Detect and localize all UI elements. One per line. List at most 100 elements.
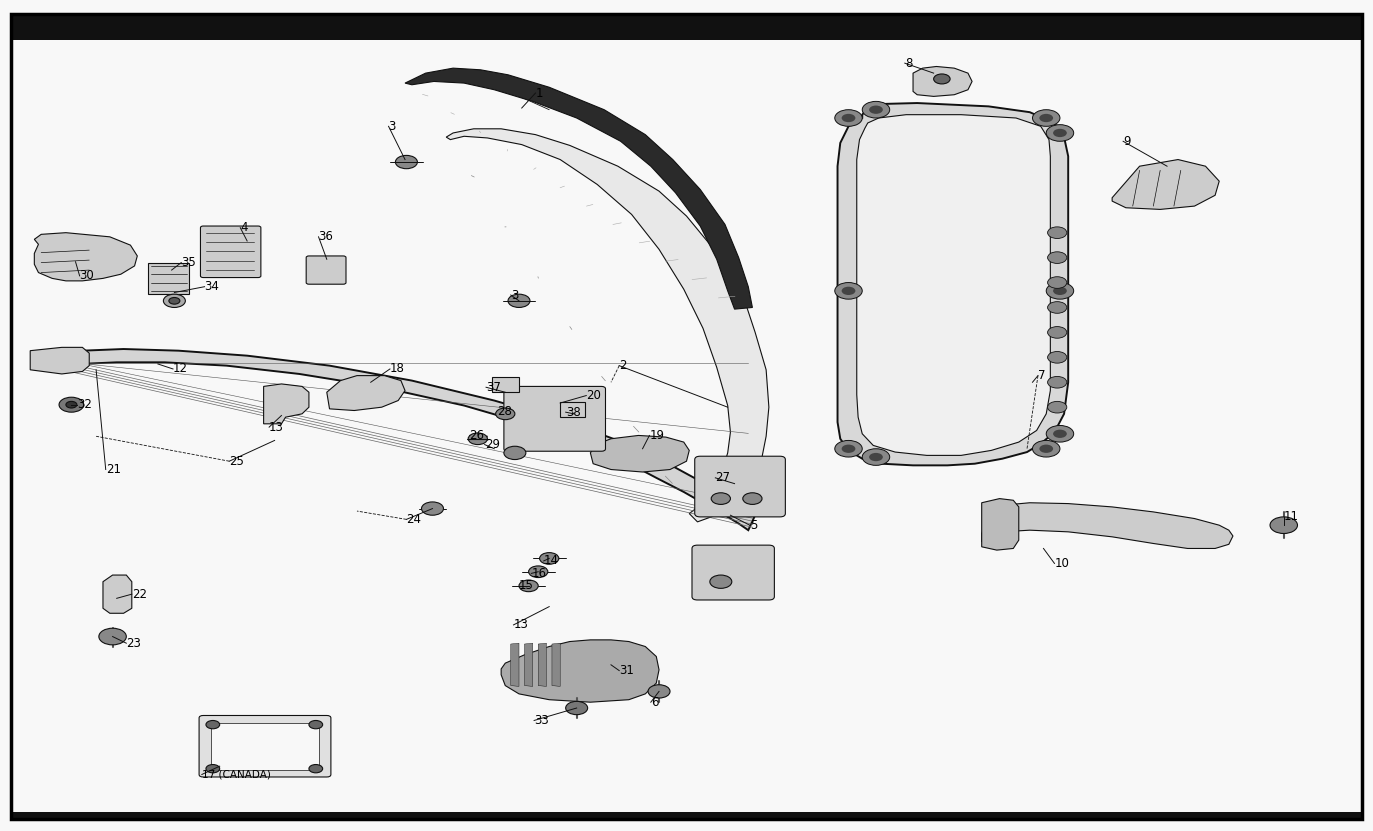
Text: 23: 23 bbox=[126, 637, 141, 650]
Bar bbox=[11, 14, 1362, 40]
Circle shape bbox=[1048, 352, 1067, 363]
Circle shape bbox=[309, 765, 323, 773]
FancyBboxPatch shape bbox=[306, 256, 346, 284]
Circle shape bbox=[711, 493, 730, 504]
Polygon shape bbox=[552, 643, 560, 686]
Circle shape bbox=[422, 502, 443, 515]
Polygon shape bbox=[982, 503, 1233, 548]
Text: 13: 13 bbox=[514, 618, 529, 632]
Text: 25: 25 bbox=[229, 455, 244, 468]
Circle shape bbox=[743, 493, 762, 504]
Circle shape bbox=[566, 701, 588, 715]
Text: 24: 24 bbox=[406, 513, 422, 526]
FancyBboxPatch shape bbox=[504, 386, 605, 451]
Polygon shape bbox=[405, 68, 752, 309]
Circle shape bbox=[710, 575, 732, 588]
Polygon shape bbox=[446, 129, 769, 522]
Circle shape bbox=[309, 720, 323, 729]
Text: 35: 35 bbox=[181, 256, 196, 269]
Text: 4: 4 bbox=[240, 221, 247, 234]
Text: 18: 18 bbox=[390, 362, 405, 376]
Circle shape bbox=[869, 106, 883, 114]
Text: 30: 30 bbox=[80, 269, 95, 283]
Circle shape bbox=[540, 553, 559, 564]
Circle shape bbox=[1032, 440, 1060, 457]
Circle shape bbox=[842, 287, 855, 295]
Text: 27: 27 bbox=[715, 471, 730, 484]
Text: 37: 37 bbox=[486, 381, 501, 394]
Text: 20: 20 bbox=[586, 389, 601, 402]
Polygon shape bbox=[501, 640, 659, 702]
Circle shape bbox=[862, 101, 890, 118]
Polygon shape bbox=[590, 435, 689, 472]
Circle shape bbox=[1046, 125, 1074, 141]
Circle shape bbox=[1270, 517, 1297, 534]
Circle shape bbox=[842, 114, 855, 122]
Text: 3: 3 bbox=[389, 120, 395, 133]
Circle shape bbox=[163, 294, 185, 307]
Bar bbox=[11, 812, 1362, 819]
Text: 21: 21 bbox=[106, 463, 121, 476]
FancyBboxPatch shape bbox=[695, 456, 785, 517]
Circle shape bbox=[1046, 283, 1074, 299]
Circle shape bbox=[66, 401, 77, 408]
Circle shape bbox=[835, 440, 862, 457]
Bar bbox=[492, 377, 519, 392]
Text: 5: 5 bbox=[750, 519, 757, 532]
Circle shape bbox=[468, 433, 487, 445]
Circle shape bbox=[206, 720, 220, 729]
Circle shape bbox=[519, 580, 538, 592]
Text: 14: 14 bbox=[544, 554, 559, 568]
Circle shape bbox=[1048, 302, 1067, 313]
Circle shape bbox=[1048, 227, 1067, 238]
Text: 13: 13 bbox=[269, 420, 284, 434]
Circle shape bbox=[835, 283, 862, 299]
Circle shape bbox=[169, 297, 180, 304]
Text: 6: 6 bbox=[651, 696, 658, 709]
Text: 22: 22 bbox=[132, 588, 147, 601]
Circle shape bbox=[1046, 425, 1074, 442]
Circle shape bbox=[1048, 327, 1067, 338]
Polygon shape bbox=[34, 233, 137, 281]
Text: 8: 8 bbox=[905, 57, 912, 70]
Text: 29: 29 bbox=[485, 438, 500, 451]
Circle shape bbox=[1039, 445, 1053, 453]
Polygon shape bbox=[264, 384, 309, 424]
Circle shape bbox=[508, 294, 530, 307]
Circle shape bbox=[1032, 110, 1060, 126]
Circle shape bbox=[934, 74, 950, 84]
Bar bbox=[211, 723, 319, 770]
Text: 3: 3 bbox=[511, 288, 518, 302]
Circle shape bbox=[1053, 430, 1067, 438]
Text: 38: 38 bbox=[566, 406, 581, 419]
Circle shape bbox=[862, 449, 890, 465]
Text: 32: 32 bbox=[77, 398, 92, 411]
Polygon shape bbox=[33, 349, 755, 530]
Text: 10: 10 bbox=[1054, 557, 1070, 570]
Circle shape bbox=[206, 765, 220, 773]
Circle shape bbox=[59, 397, 84, 412]
FancyBboxPatch shape bbox=[200, 226, 261, 278]
Circle shape bbox=[1048, 401, 1067, 413]
Text: 11: 11 bbox=[1284, 510, 1299, 524]
Text: 34: 34 bbox=[205, 280, 220, 293]
Circle shape bbox=[529, 566, 548, 578]
Polygon shape bbox=[30, 347, 89, 374]
Circle shape bbox=[1053, 129, 1067, 137]
Text: 16: 16 bbox=[531, 567, 546, 580]
Text: 33: 33 bbox=[534, 714, 549, 727]
Circle shape bbox=[1039, 114, 1053, 122]
Bar bbox=[560, 402, 585, 417]
Text: 1: 1 bbox=[535, 86, 542, 100]
FancyBboxPatch shape bbox=[692, 545, 774, 600]
Polygon shape bbox=[1112, 160, 1219, 209]
FancyBboxPatch shape bbox=[199, 715, 331, 777]
Circle shape bbox=[99, 628, 126, 645]
Circle shape bbox=[504, 446, 526, 460]
Polygon shape bbox=[838, 103, 1068, 465]
Text: 9: 9 bbox=[1123, 135, 1130, 148]
Circle shape bbox=[869, 453, 883, 461]
Circle shape bbox=[395, 155, 417, 169]
Circle shape bbox=[1048, 376, 1067, 388]
Polygon shape bbox=[538, 643, 546, 686]
